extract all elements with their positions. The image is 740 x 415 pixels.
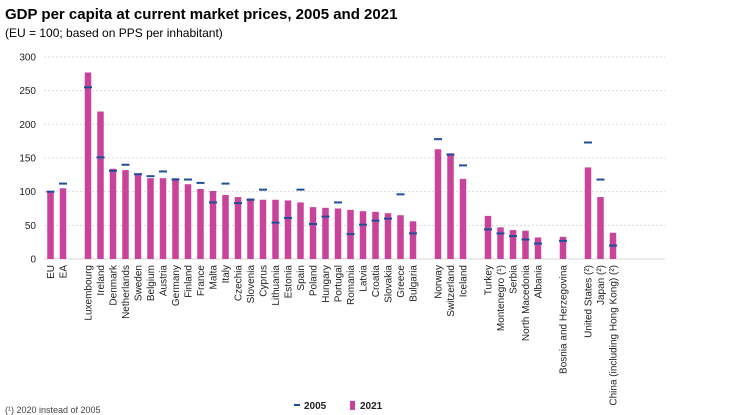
category-label: Montenegro (¹)	[496, 265, 507, 331]
category-label: EA	[59, 265, 70, 279]
category-label: Latvia	[359, 265, 370, 292]
bar-2021	[222, 195, 229, 259]
y-tick-label: 0	[30, 255, 36, 266]
category-label: Cyprus	[259, 265, 270, 297]
bar-2021	[84, 72, 92, 259]
y-tick-label: 100	[19, 187, 36, 198]
category-label: Austria	[159, 265, 170, 297]
bar-2021	[484, 215, 492, 259]
bar-2021	[497, 227, 504, 259]
bar-2021	[597, 197, 604, 259]
bar-2021	[122, 170, 129, 259]
category-label: Greece	[396, 265, 407, 298]
category-label: Germany	[171, 265, 182, 306]
category-label: Bulgaria	[409, 265, 420, 302]
bar-2021	[559, 236, 567, 259]
category-label: Denmark	[109, 264, 120, 306]
category-label: United States (²)	[584, 265, 595, 338]
bar-2021	[234, 197, 242, 259]
bar-2021	[309, 207, 317, 259]
y-tick-label: 150	[19, 154, 36, 165]
bar-2021	[522, 230, 529, 259]
bar-2021	[534, 237, 542, 259]
category-label: Ireland	[96, 265, 107, 296]
category-label: Czechia	[234, 265, 245, 302]
bar-2021	[372, 211, 379, 259]
category-label: China (including Hong Kong) (²)	[609, 265, 620, 406]
y-tick-label: 200	[19, 120, 36, 131]
category-label: Japan (²)	[596, 265, 607, 305]
bar-2021	[59, 188, 67, 259]
category-label: Albania	[534, 265, 545, 299]
category-label: Turkey	[484, 265, 495, 295]
category-label: Malta	[209, 265, 220, 290]
bar-2021	[359, 211, 367, 259]
category-labels: EU EA Luxembourg Ireland Denmark Netherlands S…	[46, 264, 620, 406]
bar-2021	[97, 111, 104, 259]
chart-title: GDP per capita at current market prices,…	[5, 6, 398, 23]
category-label: Croatia	[371, 265, 382, 298]
bar-2021	[384, 213, 392, 259]
bar-2021	[509, 230, 517, 259]
bar-2021	[197, 188, 204, 259]
category-label: Romania	[346, 265, 357, 305]
category-label: Norway	[434, 265, 445, 299]
category-label: Italy	[221, 265, 232, 283]
bar-2021	[134, 174, 142, 259]
legend-label-2021: 2021	[360, 401, 383, 412]
category-label: Estonia	[284, 265, 295, 299]
category-label: Switzerland	[446, 265, 457, 317]
bar-2021	[272, 199, 279, 259]
bar-2021	[259, 199, 267, 259]
category-label: Slovakia	[384, 265, 395, 303]
legend: 2005 2021	[294, 401, 383, 412]
markers-2005	[46, 86, 617, 247]
bar-2021	[334, 208, 342, 259]
bar-2021	[584, 167, 592, 259]
category-label: Sweden	[134, 265, 145, 301]
bar-2021	[284, 200, 292, 259]
bar-2021	[297, 202, 304, 259]
category-label: Portugal	[334, 265, 345, 302]
y-tick-label: 300	[19, 53, 36, 64]
legend-marker-2021	[350, 401, 355, 410]
category-label: Spain	[296, 265, 307, 291]
bar-2021	[159, 178, 167, 259]
category-label: EU	[46, 265, 57, 279]
legend-label-2005: 2005	[304, 401, 327, 412]
category-label: France	[196, 265, 207, 297]
y-axis-ticks: 0 50 100 150 200 250 300	[19, 53, 36, 266]
bar-2021	[172, 178, 179, 259]
category-label: Finland	[184, 265, 195, 298]
bar-2021	[322, 207, 329, 259]
bar-2021	[147, 178, 154, 259]
category-label: Hungary	[321, 265, 332, 303]
category-label: North Macedonia	[521, 265, 532, 342]
y-tick-label: 50	[25, 221, 37, 232]
bar-2021	[409, 221, 417, 259]
chart-subtitle: (EU = 100; based on PPS per inhabitant)	[5, 26, 223, 40]
bar-2021	[47, 191, 54, 259]
category-label: Bosnia and Herzegovina	[559, 265, 570, 374]
bar-2021	[247, 198, 254, 259]
category-label: Luxembourg	[84, 265, 95, 321]
y-tick-label: 250	[19, 86, 36, 97]
bar-2021	[459, 178, 467, 259]
bar-2021	[209, 190, 217, 259]
footnote: (¹) 2020 instead of 2005	[5, 405, 101, 415]
category-label: Lithuania	[271, 265, 282, 306]
category-label: Serbia	[509, 265, 520, 294]
bar-2021	[109, 168, 117, 259]
category-label: Iceland	[459, 265, 470, 297]
bars-2021	[47, 72, 617, 259]
category-label: Poland	[309, 265, 320, 296]
category-label: Belgium	[146, 265, 157, 301]
bar-2021	[397, 215, 404, 259]
bar-2021	[434, 149, 442, 259]
category-label: Slovenia	[246, 265, 257, 304]
bar-2021	[447, 153, 454, 259]
bar-2021	[184, 184, 192, 259]
category-label: Netherlands	[121, 265, 132, 319]
